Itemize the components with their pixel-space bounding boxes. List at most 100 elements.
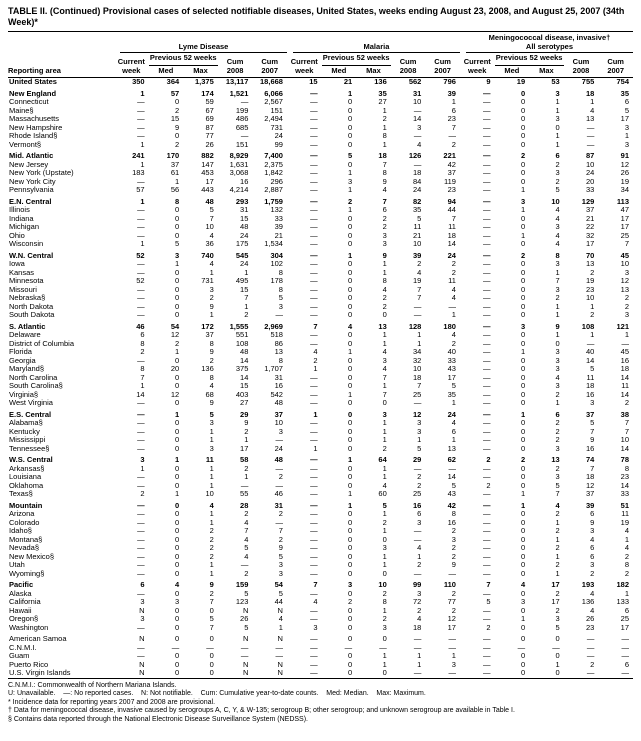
value-cell: 136 [374,77,387,86]
reporting-area-cell: Guam [9,652,30,660]
value-cell: 0 [347,139,353,149]
value-cell: 7 [417,293,422,302]
value-cell: 0 [347,159,353,169]
reporting-area-cell: Nevada§ [9,544,40,552]
table-row: Indiana — 0 7 15 33 — 0 2 5 7 — 0 4 21 17 [8,213,633,224]
value-cell: 0 [175,222,180,231]
value-cell: 25 [620,230,629,240]
table-row: Wyoming§ — 0 1 2 3 — 0 0 — — — 0 1 2 2 [8,569,633,579]
value-cell: 3 [555,347,560,356]
value-cell: 37 [274,409,283,419]
value-cell: 9 [209,398,214,407]
value-cell: — [137,560,145,569]
table-row: United States 350 364 1,375 13,117 18,668 15 21… [8,77,633,87]
footnote-nedss: § Contains data reported through the Nat… [8,715,308,723]
value-cell: 0 [175,418,180,427]
value-cell: 486 [235,114,249,123]
value-cell: 13 [274,347,283,356]
value-cell: 4 [313,597,318,606]
value-cell: — [310,381,318,390]
table-row: Delaware 6 12 37 551 518 — 0 1 1 4 — 0 1 1 1 [8,330,633,340]
value-cell: 2 [209,551,214,561]
value-cell: 2 [347,597,353,606]
value-cell: 0 [347,443,353,453]
value-cell: — [275,651,283,660]
value-cell: 2 [555,526,560,535]
table-row: Pennsylvania 57 56 443 4,214 2,887 — 1 4 24 23 — 1 5 3… [8,185,633,195]
reporting-area-cell: United States [9,78,57,86]
value-cell: — [137,293,145,302]
value-cell: 48 [274,398,283,407]
reporting-area-cell: Louisiana [9,473,42,481]
value-cell: — [310,651,318,660]
value-cell: 23 [585,622,595,632]
value-cell: 26 [620,168,629,177]
reporting-area-cell: New Mexico§ [9,552,55,561]
value-cell: — [483,426,491,436]
value-cell: — [483,176,491,186]
value-cell: 9 [209,580,214,589]
value-cell: 1 [244,472,249,481]
value-cell: 2,494 [264,114,283,123]
value-cell: 4 [451,418,456,427]
value-cell: 7 [382,159,387,169]
table-row: New York City — 1 17 16 296 — 3 9 84 119 — 0 2 20 19 [8,176,633,187]
value-cell: 1 [244,301,249,311]
value-cell: 0 [175,534,180,544]
reporting-area-cell: New Jersey [9,160,49,169]
value-cell: 3 [555,168,560,177]
value-cell: 57 [136,185,145,194]
table-row: Arizona — 0 1 2 2 — 0 1 6 8 — 0 2 6 11 [8,509,633,519]
value-cell: 0 [175,205,180,214]
value-cell: — [483,634,491,643]
value-cell: 1 [382,651,387,660]
table-row: Georgia — 0 2 14 8 2 0 3 32 33 — 0 3 14 16 [8,356,633,366]
value-cell: 175 [235,239,249,248]
value-cell: 1 [209,480,214,490]
value-cell: 4 [175,580,180,589]
value-cell: 9 [382,250,387,260]
value-cell: 1 [244,267,249,277]
value-cell: 1 [555,131,560,140]
table-row: Guam — 0 0 — — — 0 1 1 1 — 0 0 — — [8,651,633,661]
value-cell: 37 [205,330,214,339]
value-cell: — [483,185,491,194]
value-cell: 2,969 [264,321,283,331]
value-cell: 0 [347,301,353,311]
value-cell: 6 [555,151,560,160]
value-cell: 545 [235,250,249,260]
value-cell: 2 [451,605,456,615]
value-cell: — [310,276,318,285]
value-cell: 17 [620,213,629,223]
value-cell: 16 [447,517,456,527]
reporting-area-cell: Rhode Island§ [9,132,58,140]
value-cell: 108 [235,338,249,348]
value-cell: 5 [278,293,283,302]
value-cell: 3 [451,534,456,544]
value-cell: 24 [274,443,283,453]
value-cell: 0 [347,284,353,294]
value-cell: 34 [413,347,422,356]
value-cell: 1 [590,301,595,311]
value-cell: — [310,642,318,652]
value-cell: 7 [382,389,387,399]
value-cell: 7 [209,597,214,606]
value-cell: 10 [205,489,214,498]
footnotes: C.N.M.I.: Commonwealth of Northern Maria… [8,679,633,725]
value-cell: 0 [175,651,180,660]
value-cell: 18 [585,381,595,390]
value-cell: 1 [140,381,145,390]
value-cell: 18 [378,151,387,160]
group-label: Malaria [363,41,390,51]
table-row: Montana§ — 0 2 4 2 — 0 0 — 3 — 0 1 4 1 [8,534,633,545]
table-row: Texas§ 2 1 10 55 46 — 1 60 25 43 — 1 7 37 33 [8,489,633,499]
value-cell: — [483,543,491,552]
value-cell: 37 [585,489,595,498]
value-cell: — [517,642,526,652]
table-row: Connecticut — 0 59 — 2,567 — 0 27 10 1 — 0 1 1 6 [8,97,633,107]
group-header-meningococcal: Meningococcal disease, invasive† All ser… [460,32,633,53]
value-cell: — [483,213,491,223]
value-cell: — [483,159,491,169]
value-cell: — [310,88,318,98]
value-cell: 1 [313,443,318,453]
